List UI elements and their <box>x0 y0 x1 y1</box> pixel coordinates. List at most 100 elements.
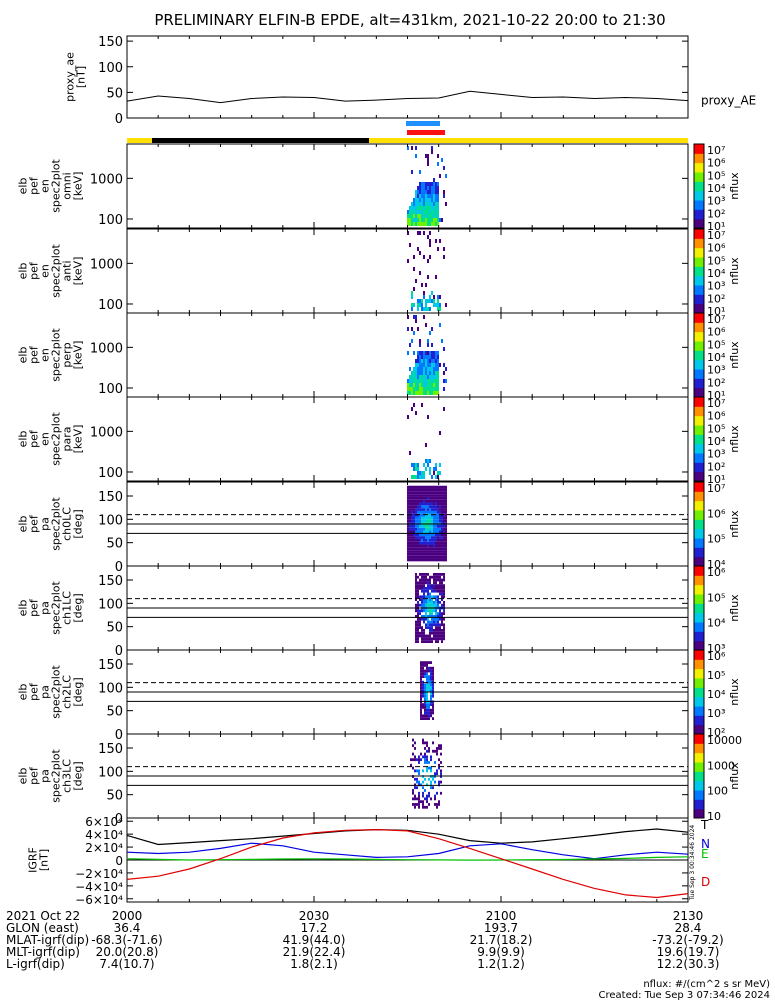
spectrogram-cell <box>423 640 425 643</box>
spectrogram-cell <box>430 766 432 770</box>
proxy-ae-legend: proxy_AE <box>701 94 756 108</box>
spectrogram-cell <box>427 578 429 582</box>
spectrogram-cell <box>439 488 441 492</box>
spectrogram-cell <box>418 780 420 784</box>
spectrogram-cell <box>439 524 441 528</box>
spectrogram-cell <box>443 637 445 641</box>
spectrogram-cell <box>439 519 441 523</box>
spectrogram-cell <box>423 186 425 190</box>
spectrogram-cell <box>429 530 431 534</box>
spectrogram-cell <box>412 789 414 792</box>
spectrogram-cell <box>437 299 439 303</box>
spectrogram-cell <box>417 467 419 471</box>
spectrogram-cell <box>421 508 423 511</box>
spectrogram-cell <box>439 544 441 548</box>
spectrogram-cell <box>433 355 435 359</box>
spectrogram-cell <box>419 186 421 190</box>
spectrogram-cell <box>411 383 413 387</box>
spectrogram-cell <box>433 491 435 495</box>
spectrogram-cell <box>421 485 423 489</box>
colorbar-tick: 10¹ <box>707 220 725 233</box>
spectrogram-cell <box>421 190 423 194</box>
spectrogram-cell <box>420 666 422 670</box>
spectrogram-ylabel-line: en <box>39 179 52 193</box>
igrf-ylabel-line: [nT] <box>38 849 51 871</box>
spectrogram-cell <box>437 210 439 214</box>
spectrogram-cell <box>413 544 415 548</box>
spectrogram-cell <box>424 714 426 718</box>
spectrogram-cell <box>411 524 413 528</box>
spectrogram-cell <box>435 547 437 551</box>
spectrogram-cell <box>423 587 425 590</box>
spectrogram-cell <box>433 575 435 579</box>
spectrogram-cell <box>431 587 433 590</box>
spectrogram-pa_ch0: 050100150elbpefpaspec2plotch0LC[deg]10⁷1… <box>17 481 741 575</box>
spectrogram-cell <box>445 547 447 551</box>
spectrogram-ylabel-line: spec2plot <box>50 497 63 551</box>
spectrogram-cell <box>418 797 420 801</box>
spectrogram-cell <box>427 182 429 186</box>
spectrogram-cell <box>409 496 411 500</box>
spectrogram-cell <box>426 797 428 801</box>
spectrogram-cell <box>433 391 435 395</box>
spectrogram-cell <box>407 485 409 489</box>
colorbar-tick: 10⁶ <box>707 650 726 663</box>
spectrogram-cell <box>414 769 416 773</box>
spectrogram-cell <box>425 375 427 379</box>
spectrogram-cell <box>435 363 437 367</box>
spectrogram-cell <box>420 714 422 718</box>
spectrogram-cell <box>409 541 411 545</box>
spectrogram-cell <box>431 343 433 347</box>
spectrogram-cell <box>415 626 417 629</box>
spectrogram-cell <box>439 533 441 537</box>
spectrogram-cell <box>417 307 419 311</box>
spectrogram-cell <box>437 502 439 506</box>
spectrogram-cell <box>419 510 421 514</box>
spectrogram-cell <box>439 491 441 495</box>
spectrogram-cell <box>421 491 423 495</box>
spectrogram-cell <box>433 379 435 383</box>
spectrogram-cell <box>433 527 435 531</box>
spectrogram-cell <box>425 210 427 214</box>
spectrogram-cell <box>419 524 421 528</box>
spectrogram-cell <box>415 202 417 206</box>
spectrogram-cell <box>430 666 432 670</box>
spectrogram-cell <box>431 494 433 497</box>
colorbar-tick: 10² <box>707 376 725 389</box>
spectrogram-cell <box>445 367 447 371</box>
spectrogram-cell <box>435 552 437 556</box>
spectrogram-cell <box>437 573 439 576</box>
spectrogram-cell <box>407 538 409 542</box>
spectrogram-cell <box>419 303 421 307</box>
spectrogram-cell <box>425 508 427 511</box>
spectrogram-cell <box>437 530 439 534</box>
spectrogram-cell <box>430 786 432 790</box>
spectrogram-cell <box>429 603 431 607</box>
spectrogram-cell <box>413 367 415 371</box>
colorbar-label: nflux <box>728 172 741 200</box>
spectrogram-cell <box>431 222 433 226</box>
spectrogram-cell <box>419 485 421 489</box>
spectrogram-cell <box>417 367 419 371</box>
colorbar-tick: 10³ <box>707 195 725 208</box>
spectrogram-cell <box>411 536 413 539</box>
spectrogram-ylabel-line: ch2LC <box>61 675 74 709</box>
spectrogram-cell <box>419 379 421 383</box>
spectrogram-cell <box>438 744 440 748</box>
spectrogram-cell <box>413 379 415 383</box>
spectrogram-cell <box>437 351 439 355</box>
spectrogram-cell <box>437 222 439 226</box>
spectrogram-cell <box>415 383 417 387</box>
spectrogram-cell <box>411 555 413 559</box>
spectrogram-cell <box>415 555 417 559</box>
spectrogram-cell <box>420 672 422 676</box>
spectrogram-cell <box>421 359 423 363</box>
spectrogram-cell <box>422 661 424 664</box>
colorbar-segment <box>694 144 704 154</box>
spectrogram-cell <box>443 371 445 375</box>
spectrogram-cell <box>421 475 423 479</box>
spectrogram-cell <box>433 467 435 471</box>
spectrogram-cell <box>413 375 415 379</box>
spectrogram-cell <box>435 190 437 194</box>
